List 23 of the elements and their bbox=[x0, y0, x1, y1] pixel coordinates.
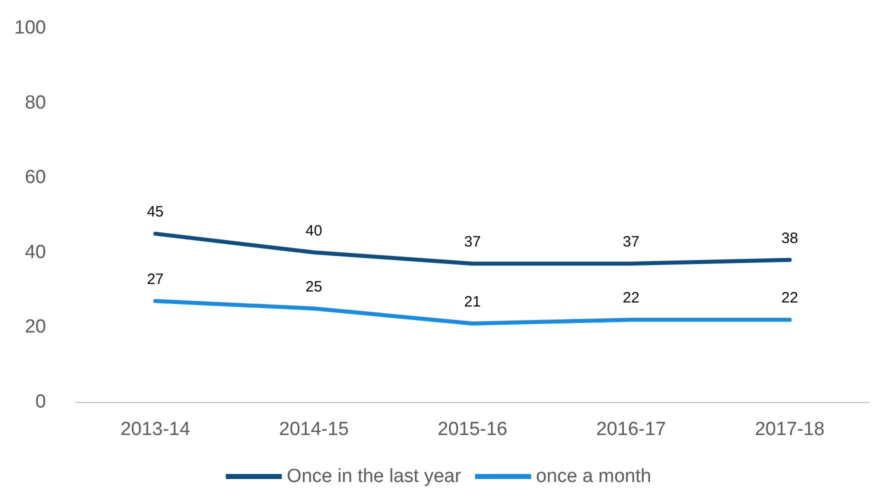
data-label: 40 bbox=[306, 222, 322, 240]
data-label: 25 bbox=[306, 278, 322, 296]
data-label: 38 bbox=[781, 230, 798, 247]
y-tick-label: 0 bbox=[35, 392, 46, 412]
data-label: 27 bbox=[146, 271, 164, 288]
legend-label: Once in the last year bbox=[286, 466, 462, 487]
data-label: 37 bbox=[622, 234, 640, 251]
y-tick-label: 80 bbox=[24, 92, 46, 114]
x-tick-label: 2015-16 bbox=[438, 419, 508, 440]
x-tick-label: 2017-18 bbox=[754, 419, 825, 440]
y-tick-label: 40 bbox=[24, 242, 46, 263]
y-tick-label: 60 bbox=[24, 167, 46, 188]
data-label: 37 bbox=[464, 234, 481, 251]
y-tick-label: 20 bbox=[24, 316, 46, 338]
data-label: 21 bbox=[464, 293, 481, 310]
data-label: 45 bbox=[146, 204, 164, 221]
x-tick-label: 2013-14 bbox=[120, 419, 191, 440]
data-label: 22 bbox=[781, 290, 798, 307]
y-tick-label: 100 bbox=[14, 18, 46, 38]
legend-label: once a month bbox=[536, 466, 652, 487]
data-label: 22 bbox=[622, 290, 640, 307]
x-tick-label: 2016-17 bbox=[596, 419, 666, 440]
x-tick-label: 2014-15 bbox=[279, 419, 349, 440]
